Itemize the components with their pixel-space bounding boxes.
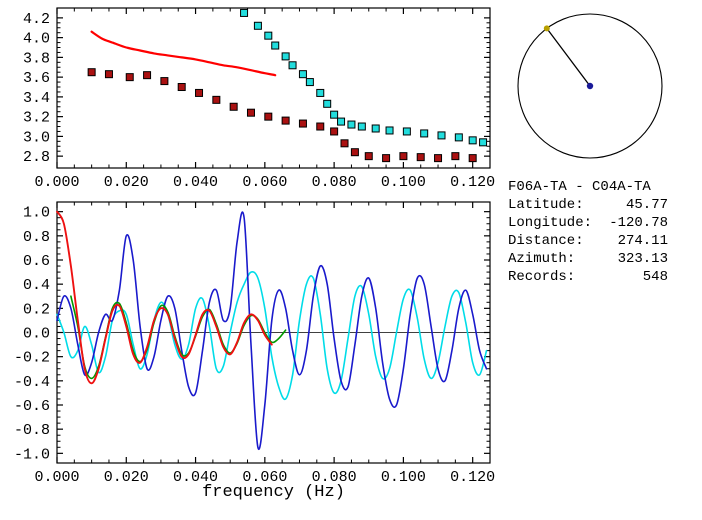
waveforms-minor-ticks [57,202,491,463]
dispersion-y-tick-label: 3.6 [23,70,50,87]
azimuth-value: 323.13 [617,251,668,267]
waveforms-y-tick-label: 0.0 [23,326,50,343]
latitude-label: Latitude: [508,197,584,213]
waveforms-x-tick-label: 0.120 [450,469,495,486]
longitude-value: -120.78 [609,215,668,231]
info-field-longitude: Longitude: -120.78 [508,214,668,232]
waveforms-x-tick-label: 0.080 [312,469,357,486]
dispersion-x-tick-label: 0.100 [381,174,426,191]
dispersion-y-tick-label: 4.2 [23,11,50,28]
waveforms-y-tick-label: -0.2 [14,350,50,367]
waveforms-x-tick-label: 0.000 [34,469,79,486]
dispersion-x-tick-label: 0.000 [34,174,79,191]
dispersion-y-tick-label: 2.8 [23,149,50,166]
dispersion-x-tick-label: 0.020 [104,174,149,191]
dispersion-x-tick-label: 0.080 [312,174,357,191]
station-pair-title: F06A-TA - C04A-TA [508,179,651,195]
waveforms-x-tick-label: 0.060 [242,469,287,486]
distance-label: Distance: [508,233,584,249]
waveforms-y-tick-label: 0.4 [23,277,50,294]
reference-dispersion-squares [240,8,488,147]
info-field-records: Records: 548 [508,268,668,286]
info-field-latitude: Latitude: 45.77 [508,196,668,214]
waveforms-y-tick-label: -1.0 [14,446,50,463]
dispersion-y-tick-label: 3.4 [23,90,50,107]
trace-cyan [56,270,488,401]
dial-circle [517,13,663,159]
records-value: 548 [642,269,668,285]
dial-azimuth-dot [543,25,550,32]
waveforms-y-tick-label: 0.6 [23,253,50,270]
x-axis-label: frequency (Hz) [202,483,345,502]
dispersion-y-tick-label: 3.0 [23,129,50,146]
dispersion-x-tick-label: 0.120 [450,174,495,191]
trace-blue [56,211,488,451]
azimuth-dial [517,13,663,159]
waveforms-y-tick-label: -0.6 [14,398,50,415]
waveforms-x-tick-label: 0.040 [173,469,218,486]
smoothed-dispersion-curve [90,30,277,77]
dispersion-y-tick-label: 3.2 [23,110,50,127]
info-field-distance: Distance: 274.11 [508,232,668,250]
waveforms-y-tick-label: -0.8 [14,422,50,439]
dispersion-y-axis: 4.2 4.0 3.8 3.6 3.4 3.2 3.0 2.8 [23,11,490,166]
dial-center-dot [586,82,594,90]
waveform-plot: 0.000 0.020 0.040 0.060 0.080 0.100 0.1201.00.… [14,201,495,486]
distance-value: 274.11 [617,233,668,249]
station-info-panel: F06A-TA - C04A-TA Latitude: 45.77 Longit… [508,178,668,286]
waveforms-y-axis: 1.0 0.8 0.6 0.4 0.2 0.0 -0.2 -0.4 -0.6 -0.8 -1.0 [14,205,490,463]
azimuth-line [546,28,591,87]
trace-red [56,210,273,385]
dispersion-minor-ticks [57,8,491,168]
latitude-value: 45.77 [625,197,668,213]
waveforms-x-tick-label: 0.100 [381,469,426,486]
waveforms-y-tick-label: 1.0 [23,205,50,222]
waveforms-y-tick-label: -0.4 [14,374,50,391]
dispersion-plot: 0.000 0.020 0.040 0.060 0.080 0.100 0.1204.24.… [23,7,495,191]
info-field-azimuth: Azimuth: 323.13 [508,250,668,268]
longitude-label: Longitude: [508,215,593,231]
dispersion-frame [56,7,491,169]
waveforms-y-tick-label: 0.8 [23,229,50,246]
dispersion-x-tick-label: 0.060 [242,174,287,191]
records-label: Records: [508,269,576,285]
dispersion-x-tick-label: 0.040 [173,174,218,191]
dispersion-y-tick-label: 3.8 [23,50,50,67]
azimuth-label: Azimuth: [508,251,576,267]
waveforms-x-axis: 0.000 0.020 0.040 0.060 0.080 0.100 0.120 [34,202,495,486]
measured-dispersion-squares [87,68,477,163]
waveforms-x-tick-label: 0.020 [104,469,149,486]
dispersion-x-axis: 0.000 0.020 0.040 0.060 0.080 0.100 0.120 [34,8,495,191]
dispersion-y-tick-label: 4.0 [23,31,50,48]
waveforms-y-tick-label: 0.2 [23,301,50,318]
